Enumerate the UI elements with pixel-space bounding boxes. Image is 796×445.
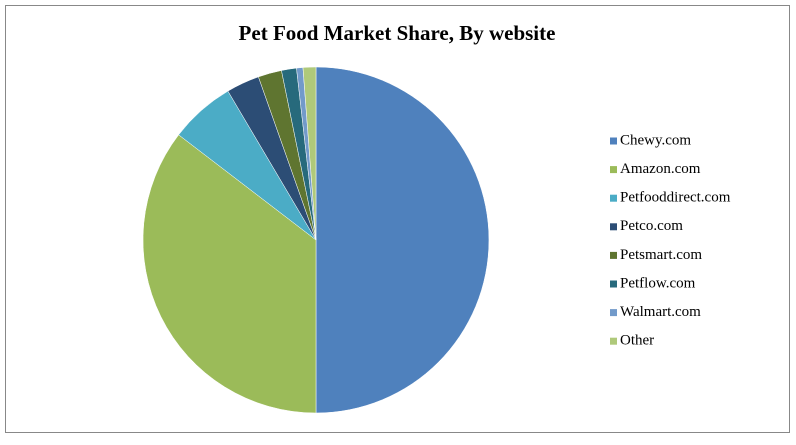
legend-label: Amazon.com bbox=[620, 161, 701, 177]
legend-label: Petfooddirect.com bbox=[620, 190, 731, 206]
pie-slice bbox=[142, 134, 317, 414]
legend-swatch bbox=[610, 280, 617, 288]
legend-swatch bbox=[610, 137, 617, 145]
pie bbox=[142, 66, 490, 414]
legend-swatch bbox=[610, 166, 617, 174]
legend-label: Chewy.com bbox=[620, 132, 691, 148]
legend-label: Walmart.com bbox=[620, 304, 701, 320]
legend: Chewy.com Amazon.com Petfooddirect.com Petc… bbox=[610, 132, 731, 349]
pie-slice bbox=[302, 66, 317, 241]
legend-swatch bbox=[610, 337, 617, 345]
legend-label: Petflow.com bbox=[620, 275, 696, 291]
legend-label: Petco.com bbox=[620, 218, 683, 234]
legend-swatch bbox=[610, 251, 617, 259]
pie-slice bbox=[315, 66, 490, 414]
legend-label: Petsmart.com bbox=[620, 247, 702, 263]
legend-swatch bbox=[610, 223, 617, 231]
chart-title: Pet Food Market Share, By website bbox=[239, 21, 556, 45]
legend-label: Other bbox=[620, 333, 654, 349]
legend-swatch bbox=[610, 194, 617, 202]
legend-swatch bbox=[610, 309, 617, 317]
